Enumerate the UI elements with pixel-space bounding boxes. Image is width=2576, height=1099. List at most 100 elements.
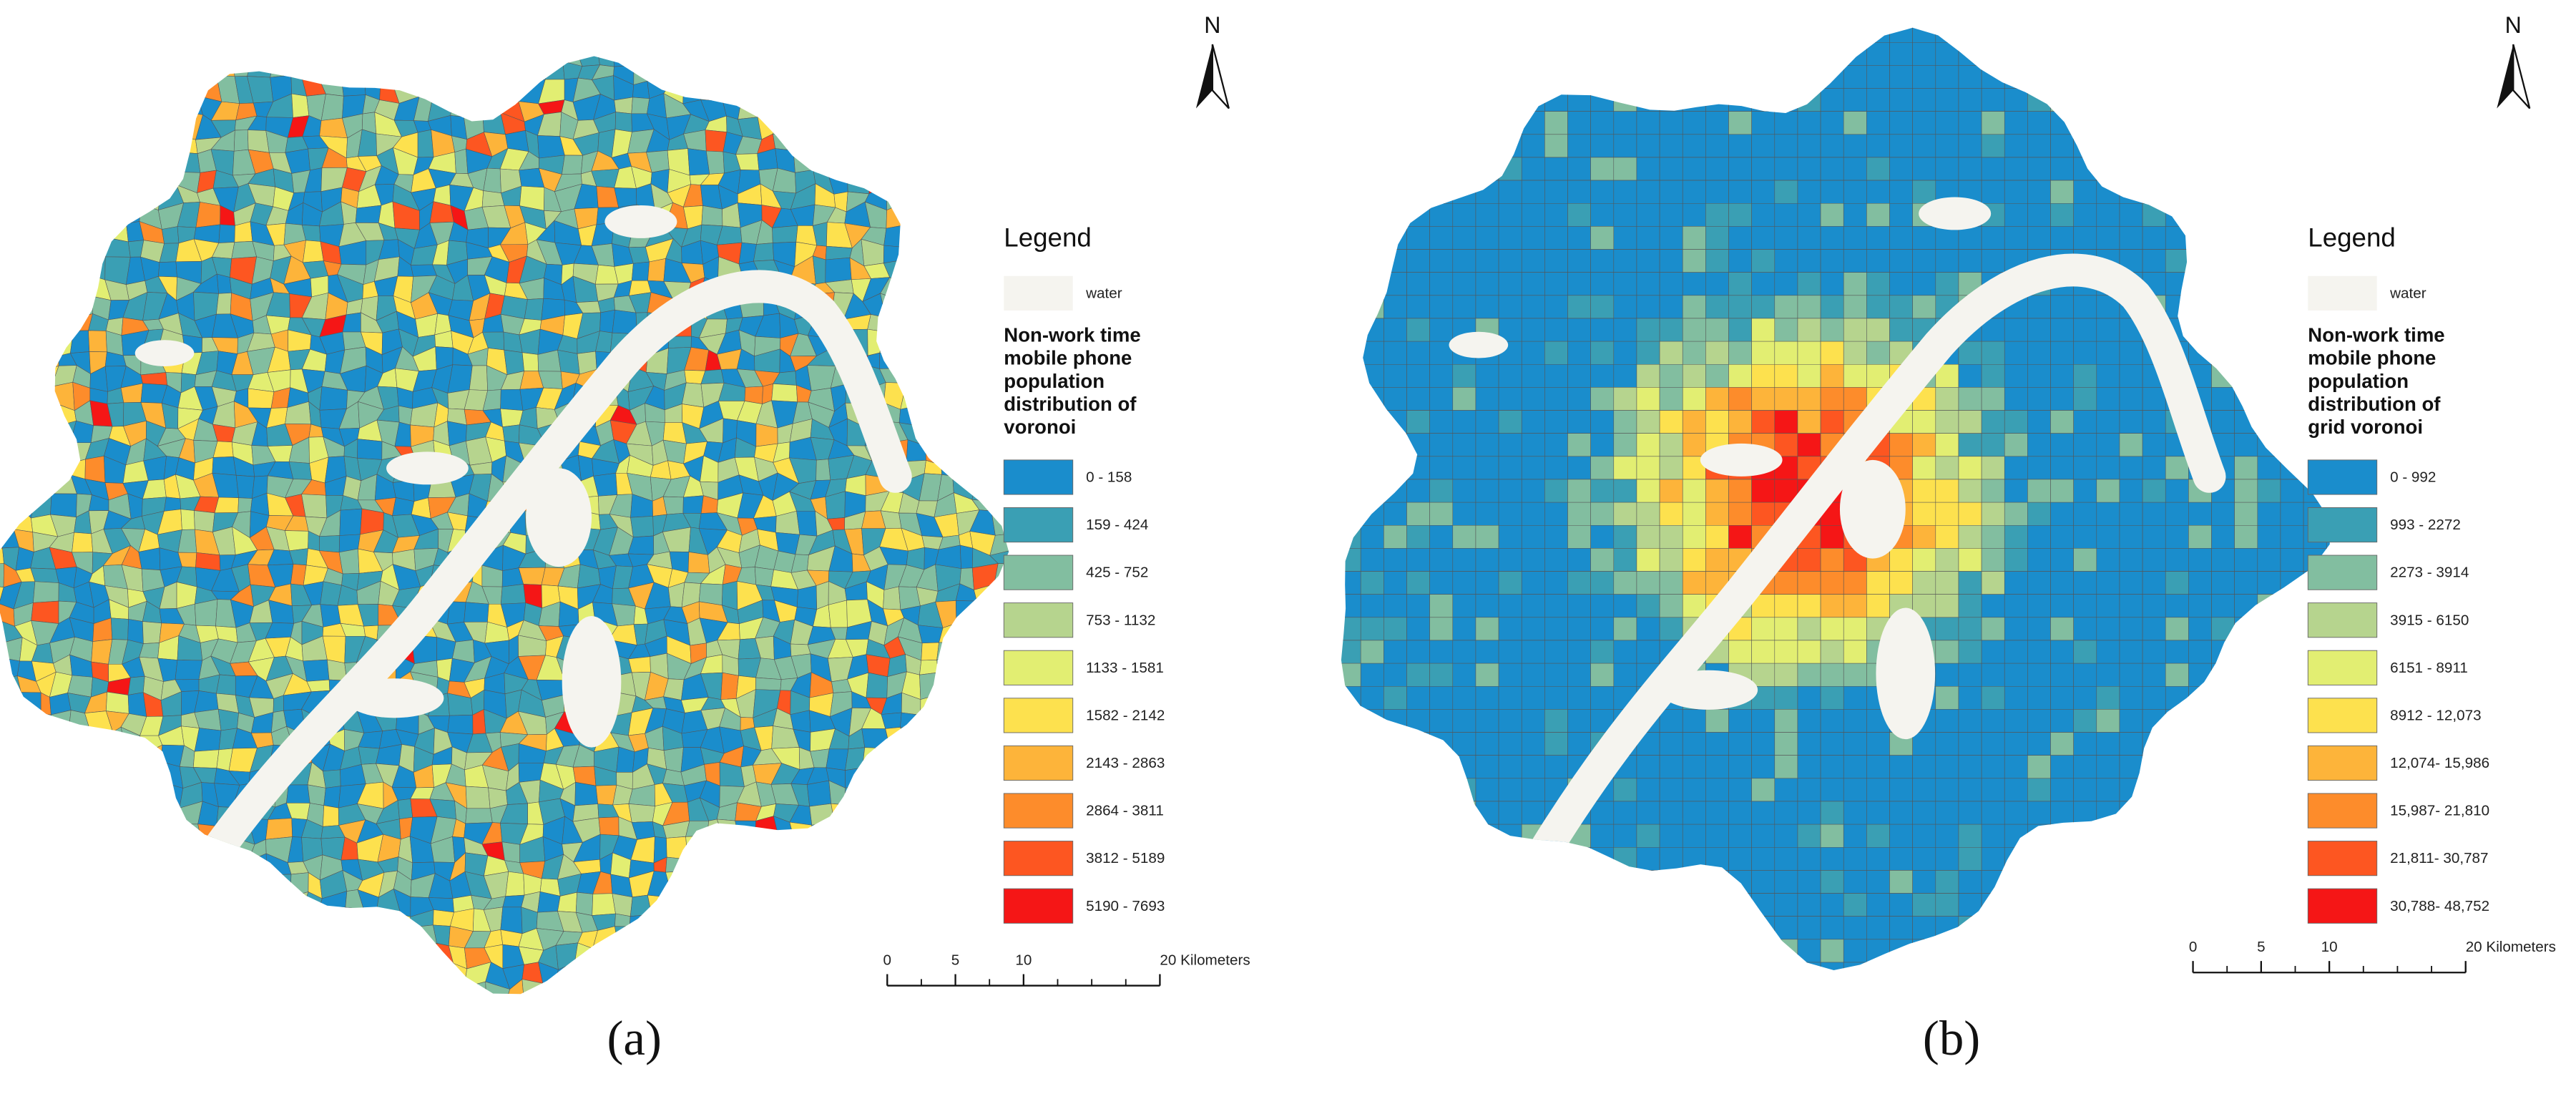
map-cell [1453, 0, 1476, 19]
map-cell [148, 132, 166, 157]
map-cell [0, 766, 1, 788]
map-cell [1406, 318, 1430, 342]
map-cell [1341, 111, 1361, 135]
map-cell [0, 419, 21, 446]
map-cell [212, 927, 239, 953]
map-cell [465, 808, 493, 824]
map-cell [705, 130, 728, 152]
map-cell [465, 786, 491, 809]
map-cell [662, 496, 684, 515]
map-cell [67, 892, 90, 913]
map-cell [2212, 0, 2235, 19]
map-cell [175, 1024, 198, 1036]
map-cell [0, 165, 3, 188]
map-cell [959, 439, 972, 464]
map-cell [2142, 157, 2166, 181]
map-cell [1521, 479, 1545, 503]
map-cell [396, 0, 421, 10]
map-cell [1475, 180, 1499, 204]
map-cell [2004, 571, 2028, 595]
map-cell [557, 349, 580, 375]
map-cell [1429, 594, 1454, 618]
map-cell [1429, 226, 1454, 250]
map-cell [951, 733, 977, 747]
map-cell [2211, 226, 2235, 250]
map-cell [156, 93, 185, 117]
map-cell [393, 927, 411, 948]
map-cell [845, 76, 871, 98]
map-cell [0, 149, 4, 169]
map-cell [0, 201, 23, 230]
scale-tick-label: 10 [1015, 952, 1032, 969]
map-cell [1452, 617, 1476, 641]
map-cell [915, 762, 941, 787]
map-cell [307, 1018, 323, 1042]
map-cell [2096, 157, 2120, 181]
map-cell [2165, 594, 2189, 618]
map-cell [991, 0, 1014, 6]
map-cell [1590, 617, 1615, 641]
map-cell [1360, 341, 1384, 365]
map-cell [102, 114, 124, 136]
map-cell [900, 712, 927, 728]
map-cell [1567, 249, 1591, 273]
map-cell [1797, 157, 1821, 181]
map-cell [1315, 19, 1338, 42]
map-cell [107, 204, 127, 224]
map-cell [925, 348, 941, 369]
map-cell [2142, 0, 2165, 19]
map-cell [1013, 185, 1031, 212]
map-cell [380, 1015, 401, 1037]
map-cell [1269, 180, 1292, 203]
map-cell [1475, 226, 1499, 250]
legend-swatch [1003, 745, 1074, 781]
map-cell [2280, 479, 2304, 503]
map-cell [2027, 111, 2051, 135]
map-cell [1315, 617, 1338, 640]
map-cell [1544, 134, 1568, 158]
map-cell [89, 187, 114, 205]
map-cell [238, 29, 251, 45]
map-cell [1935, 479, 1959, 503]
map-cell [1775, 0, 1798, 19]
map-cell [2050, 571, 2074, 595]
map-cell [214, 56, 239, 62]
map-cell [899, 59, 921, 84]
legend-swatch [1003, 650, 1074, 685]
map-cell [2188, 27, 2212, 43]
map-cell [51, 879, 72, 899]
map-cell [1728, 111, 1752, 135]
map-cell [0, 819, 4, 845]
map-cell [971, 426, 996, 445]
map-cell [1613, 41, 1637, 66]
map-cell [1452, 27, 1476, 43]
map-cell [0, 640, 4, 660]
map-cell [2211, 548, 2235, 572]
map-cell [1567, 318, 1591, 342]
map-cell [943, 729, 958, 753]
map-cell [706, 999, 721, 1025]
map-cell [2073, 180, 2097, 204]
map-cell [2096, 134, 2120, 158]
map-cell [629, 926, 654, 953]
map-cell [1636, 41, 1660, 66]
map-cell [810, 961, 836, 987]
map-cell [1269, 595, 1292, 617]
map-cell [195, 202, 221, 228]
map-cell [953, 278, 976, 303]
map-cell [1341, 363, 1361, 388]
lake [526, 468, 592, 567]
map-cell [647, 258, 666, 282]
map-cell [235, 474, 255, 499]
map-cell [0, 929, 19, 947]
map-cell [411, 26, 435, 49]
map-cell [194, 728, 222, 752]
map-cell [69, 806, 95, 821]
map-cell [1590, 249, 1615, 273]
map-cell [111, 982, 130, 995]
map-cell [2211, 272, 2235, 296]
map-cell [1936, 0, 1959, 19]
map-cell [31, 147, 58, 173]
map-cell [175, 56, 204, 66]
map-cell [2142, 180, 2166, 204]
